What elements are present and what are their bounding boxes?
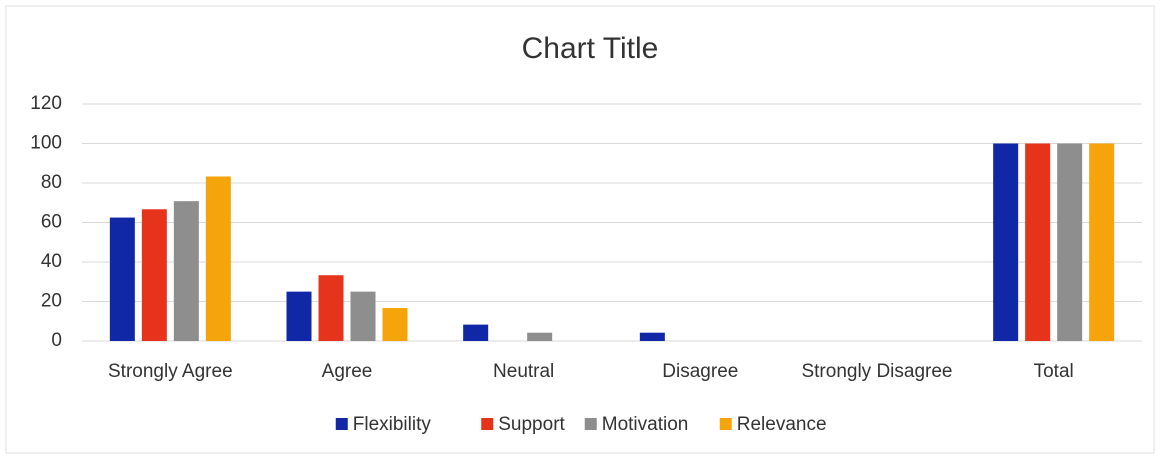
bar [1025,143,1051,341]
bar [639,332,665,341]
legend-swatch [481,418,494,430]
bar [286,291,312,341]
legend-swatch [584,418,597,430]
x-tick-label: Disagree [662,361,738,382]
bar [1057,143,1083,341]
bar [993,143,1019,341]
bar [109,217,135,341]
y-tick-label: 100 [30,133,62,154]
x-tick-label: Neutral [493,361,554,382]
x-tick-label: Strongly Disagree [801,361,952,382]
x-tick-label: Total [1034,361,1074,382]
bar [318,275,344,341]
bar [205,176,231,341]
y-tick-label: 80 [41,172,62,193]
bar [173,201,199,341]
y-tick-label: 40 [41,251,62,272]
bar [1089,143,1115,341]
legend-label: Relevance [737,414,827,435]
bar [463,324,489,341]
x-tick-label: Strongly Agree [108,361,233,382]
legend-swatch [335,418,348,430]
legend-label: Support [498,414,565,435]
bar [527,332,553,341]
bar [382,308,408,341]
legend-label: Motivation [602,414,689,435]
legend-swatch [719,418,732,430]
chart-title: Chart Title [522,32,659,65]
y-tick-label: 0 [51,330,62,351]
bar [141,209,167,341]
x-tick-label: Agree [322,361,373,382]
y-tick-label: 60 [41,212,62,233]
y-tick-label: 20 [41,291,62,312]
y-tick-label: 120 [30,93,62,114]
bar [350,291,376,341]
legend-label: Flexibility [353,414,432,435]
